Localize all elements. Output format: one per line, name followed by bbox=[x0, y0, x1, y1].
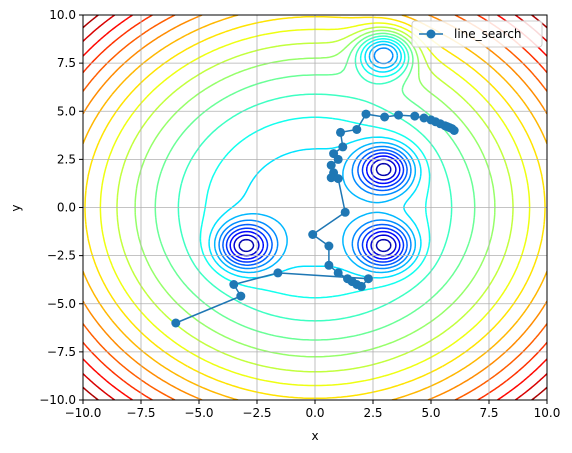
contour-level bbox=[238, 162, 392, 253]
data-point bbox=[410, 111, 420, 121]
y-tick-label: 5.0 bbox=[57, 104, 76, 118]
contour-level bbox=[83, 15, 547, 400]
legend-box bbox=[411, 20, 543, 48]
data-point bbox=[171, 318, 181, 328]
y-tick-label: −5.0 bbox=[47, 297, 76, 311]
data-point bbox=[333, 154, 343, 164]
y-tick-label: 7.5 bbox=[57, 56, 76, 70]
data-point bbox=[336, 127, 345, 137]
data-point bbox=[236, 291, 246, 301]
x-tick-label: 7.5 bbox=[479, 406, 498, 420]
contour-level bbox=[218, 47, 412, 270]
x-tick-label: −5.0 bbox=[184, 406, 213, 420]
x-tick-label: −2.5 bbox=[242, 406, 271, 420]
contour-level bbox=[116, 26, 514, 373]
y-tick-label: 0.0 bbox=[57, 201, 76, 215]
x-tick-label: 0.0 bbox=[305, 406, 324, 420]
contour-level bbox=[177, 35, 453, 322]
series-layer bbox=[171, 109, 459, 328]
y-tick-label: −7.5 bbox=[47, 345, 76, 359]
x-tick-label: 5.0 bbox=[421, 406, 440, 420]
contour-level bbox=[225, 152, 405, 263]
data-point bbox=[324, 241, 334, 251]
data-point bbox=[361, 109, 371, 119]
data-point bbox=[324, 260, 334, 270]
contour-layer bbox=[83, 15, 547, 400]
legend: line_search bbox=[411, 20, 543, 48]
grid-lines bbox=[82, 14, 548, 401]
y-axis-label: y bbox=[9, 204, 23, 211]
contour-level bbox=[83, 15, 547, 400]
x-tick-label: −7.5 bbox=[126, 406, 155, 420]
axis-ticks: −10.0 −7.5 −5.0 −2.5 0.0 2.5 5.0 7.5 10.0 −10.0 −7… bbox=[39, 8, 560, 420]
legend-marker bbox=[426, 29, 436, 39]
data-point bbox=[352, 125, 362, 134]
data-point bbox=[380, 112, 390, 122]
x-axis-label: x bbox=[311, 429, 318, 443]
data-point bbox=[273, 268, 283, 278]
contour-level bbox=[83, 15, 547, 400]
data-point bbox=[356, 281, 366, 291]
data-point bbox=[333, 268, 343, 278]
x-tick-label: 10.0 bbox=[534, 406, 561, 420]
data-point bbox=[326, 173, 336, 183]
contour-level bbox=[83, 15, 547, 400]
contour-level bbox=[99, 22, 531, 387]
legend-label: line_search bbox=[454, 27, 522, 41]
x-tick-label: 2.5 bbox=[363, 406, 382, 420]
data-point bbox=[333, 174, 343, 184]
x-tick-label: −10.0 bbox=[65, 406, 102, 420]
data-point bbox=[426, 115, 436, 125]
data-point bbox=[338, 142, 348, 152]
data-point bbox=[394, 110, 403, 120]
contour-level bbox=[213, 43, 417, 274]
y-tick-label: 2.5 bbox=[57, 152, 76, 166]
data-point bbox=[340, 207, 350, 217]
data-point bbox=[308, 230, 318, 239]
data-point bbox=[419, 113, 429, 123]
y-tick-label: 10.0 bbox=[49, 8, 76, 22]
y-tick-label: −2.5 bbox=[47, 249, 76, 263]
data-point bbox=[326, 160, 336, 170]
data-point bbox=[363, 274, 373, 284]
y-tick-label: −10.0 bbox=[39, 393, 76, 407]
data-point bbox=[229, 280, 239, 289]
